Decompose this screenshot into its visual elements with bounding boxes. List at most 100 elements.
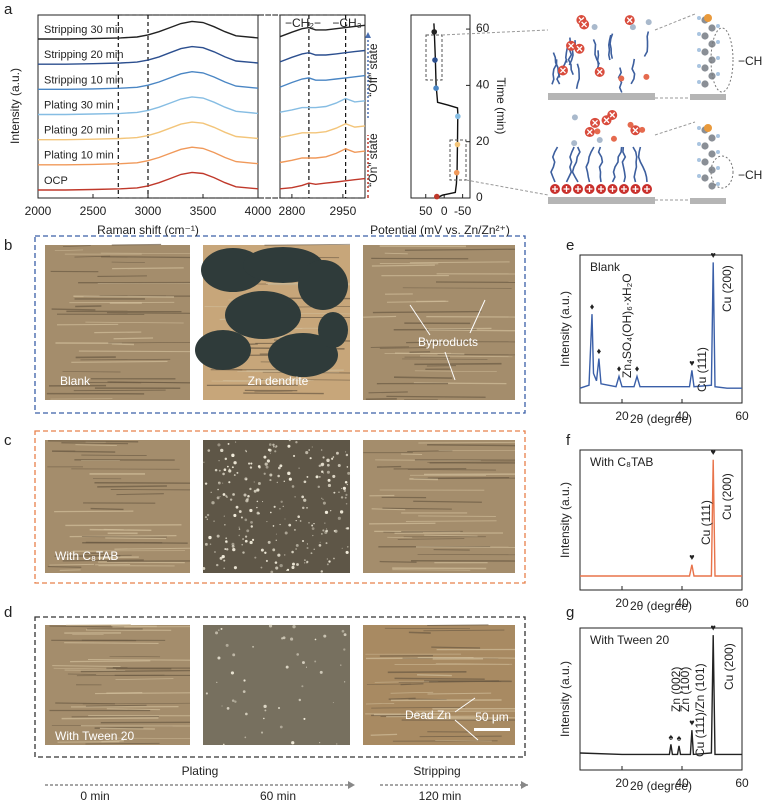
annotation: Blank	[590, 260, 621, 274]
texture	[265, 559, 268, 562]
texture	[228, 468, 231, 470]
texture	[210, 491, 212, 493]
surfactant-chain	[592, 39, 601, 65]
texture	[390, 691, 434, 694]
dendrite	[225, 291, 301, 339]
texture	[297, 515, 300, 518]
texture	[407, 469, 496, 471]
texture	[319, 670, 323, 674]
marker	[432, 57, 438, 63]
texture	[268, 624, 273, 628]
carbon	[701, 32, 709, 40]
annotation: −CH₂−	[285, 16, 321, 30]
texture	[279, 563, 283, 568]
hydrogen	[697, 48, 701, 52]
substrate	[548, 197, 655, 204]
texture	[418, 441, 516, 444]
texture	[51, 308, 96, 311]
texture	[317, 485, 321, 489]
texture	[257, 465, 261, 468]
texture	[233, 474, 236, 476]
texture	[222, 743, 225, 746]
texture	[285, 665, 289, 669]
texture	[308, 449, 310, 451]
texture	[279, 464, 283, 468]
texture	[244, 736, 247, 739]
surfactant-chain	[643, 31, 650, 57]
marker	[453, 169, 460, 176]
time-label: 60 min	[260, 789, 296, 801]
pointer	[454, 719, 479, 741]
texture	[264, 243, 351, 246]
texture	[272, 548, 276, 552]
series-label: Plating 30 min	[44, 99, 114, 111]
highlight-box	[425, 34, 443, 81]
texture	[326, 558, 328, 560]
texture	[325, 529, 328, 533]
surfactant-chain	[621, 146, 627, 183]
texture	[269, 479, 272, 482]
texture	[388, 697, 416, 700]
ion-sign	[603, 117, 610, 124]
texture	[382, 507, 452, 510]
texture	[269, 511, 272, 514]
connector	[465, 179, 549, 196]
texture	[260, 566, 263, 569]
series-line	[38, 171, 259, 191]
x-tick-label: 0	[441, 204, 448, 218]
texture	[228, 469, 232, 473]
texture	[256, 488, 260, 492]
annotation: Cu (111)	[695, 347, 709, 392]
texture	[65, 524, 182, 527]
texture	[268, 448, 272, 452]
texture	[240, 516, 243, 519]
plot-frame	[579, 627, 743, 771]
texture	[313, 522, 315, 525]
ion	[591, 24, 598, 31]
hydrogen	[716, 150, 720, 154]
y-axis-label: Intensity (a.u.)	[558, 482, 572, 558]
texture	[215, 563, 219, 567]
texture	[204, 542, 208, 546]
texture	[427, 462, 516, 464]
annotation: Zn (002)	[669, 667, 683, 712]
texture	[246, 529, 250, 533]
texture	[213, 520, 215, 523]
texture	[324, 510, 329, 514]
texture	[408, 631, 431, 634]
texture	[345, 451, 347, 453]
texture	[306, 475, 309, 478]
texture	[419, 735, 502, 738]
texture	[326, 458, 330, 463]
peak-symbol: ♦	[617, 364, 622, 374]
texture	[301, 661, 305, 665]
texture	[314, 638, 317, 641]
annotation: Cu (200)	[722, 643, 736, 690]
texture	[233, 513, 237, 517]
texture	[234, 700, 237, 703]
series-line	[38, 20, 259, 40]
texture	[288, 439, 291, 442]
texture	[409, 478, 438, 481]
texture	[311, 524, 314, 527]
series-label: Stripping 30 min	[44, 24, 124, 36]
texture	[333, 529, 336, 532]
texture	[90, 507, 124, 511]
texture	[290, 637, 294, 641]
y-tick-label: 20	[476, 134, 490, 148]
texture	[420, 341, 442, 344]
texture	[326, 563, 329, 566]
texture	[315, 475, 319, 479]
texture	[369, 522, 436, 525]
texture	[370, 346, 409, 348]
texture	[298, 698, 302, 702]
texture	[371, 706, 466, 709]
texture	[293, 528, 296, 531]
texture	[225, 643, 229, 647]
plus	[609, 186, 616, 192]
texture	[322, 501, 326, 505]
texture	[264, 551, 267, 554]
texture	[339, 510, 344, 514]
texture	[243, 392, 324, 395]
texture	[262, 501, 264, 503]
